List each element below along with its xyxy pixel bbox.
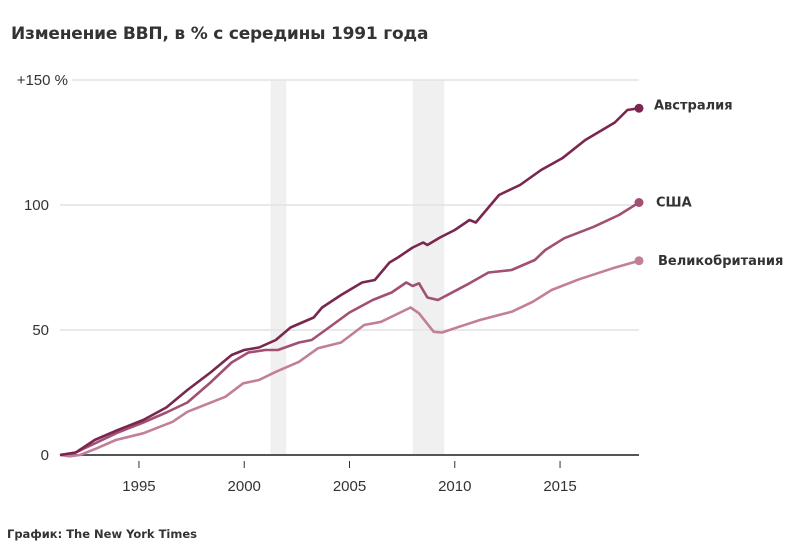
recession-band xyxy=(270,80,287,455)
series-end-point-1 xyxy=(634,198,644,207)
series-label-2: Великобритания xyxy=(658,254,783,269)
y-axis: 0 50 100 +150 % xyxy=(17,72,68,464)
gridlines xyxy=(60,79,639,331)
x-tick-label: 2010 xyxy=(438,478,471,495)
y-tick-label: 100 xyxy=(24,197,49,214)
series-line-0 xyxy=(59,107,640,457)
y-tick-label: 0 xyxy=(41,447,49,464)
series-label-1: США xyxy=(656,196,692,211)
x-tick-label: 1995 xyxy=(122,478,155,495)
series-lines: Великобритания США Австралия xyxy=(59,98,783,458)
source-credit: График: The New York Times xyxy=(7,527,197,541)
chart-title: Изменение ВВП, в % с середины 1991 года xyxy=(11,24,429,44)
x-axis: 1995 2000 2005 2010 2015 xyxy=(60,454,639,495)
series-end-point-2 xyxy=(634,256,644,266)
recession-band xyxy=(412,80,445,455)
series-line-2 xyxy=(59,259,640,458)
x-tick-label: 2005 xyxy=(333,478,366,495)
y-tick-label: 50 xyxy=(32,322,49,339)
x-tick-label: 2000 xyxy=(228,478,261,495)
series-label-0: Австралия xyxy=(654,98,733,113)
y-tick-label: +150 % xyxy=(17,72,68,89)
series-line-1 xyxy=(59,201,640,457)
recession-bands xyxy=(270,80,445,455)
x-tick-label: 2015 xyxy=(543,478,576,495)
series-end-point-0 xyxy=(634,103,644,113)
